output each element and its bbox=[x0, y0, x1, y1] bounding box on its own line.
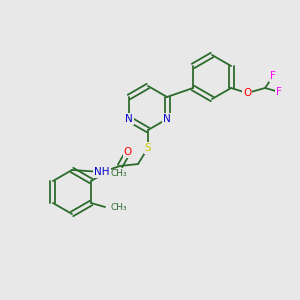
Text: N: N bbox=[125, 114, 133, 124]
Text: O: O bbox=[243, 88, 251, 98]
Text: CH₃: CH₃ bbox=[110, 169, 127, 178]
Text: S: S bbox=[145, 143, 151, 153]
Text: N: N bbox=[163, 114, 171, 124]
Text: F: F bbox=[270, 71, 276, 81]
Text: F: F bbox=[276, 87, 282, 97]
Text: CH₃: CH₃ bbox=[110, 202, 127, 211]
Text: O: O bbox=[124, 147, 132, 157]
Text: NH: NH bbox=[94, 167, 110, 177]
